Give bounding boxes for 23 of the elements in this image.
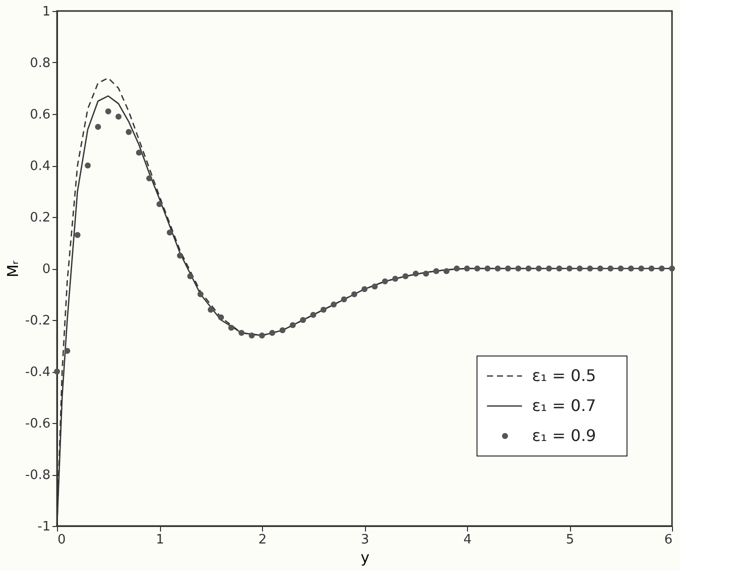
x-tick-label: 4 — [463, 532, 472, 548]
x-tick-label: 6 — [664, 532, 672, 548]
x-tick-label: 3 — [360, 532, 370, 548]
legend-label: ε₁ = 0.9 — [532, 426, 596, 445]
x-tick-label: 0 — [58, 532, 66, 548]
y-tick-label: 0.6 — [30, 108, 50, 122]
y-tick-label: 0.4 — [30, 159, 50, 174]
y-tick-label: 1 — [42, 4, 50, 20]
y-tick-label: -0.8 — [25, 468, 50, 483]
y-axis-title: Mᵣ — [4, 260, 22, 278]
y-tick-label: -1 — [38, 520, 50, 534]
y-tick-label: -0.2 — [25, 314, 50, 328]
legend-label: ε₁ = 0.5 — [532, 366, 596, 385]
legend-label: ε₁ = 0.7 — [532, 396, 596, 415]
y-tick-label: 0.8 — [30, 56, 50, 71]
y-tick-label: -0.6 — [25, 416, 50, 432]
x-tick-label: 2 — [258, 532, 267, 548]
y-tick-label: -0.4 — [25, 365, 50, 380]
x-tick-label: 1 — [156, 532, 164, 548]
x-axis-title: y — [360, 548, 370, 566]
x-tick-label: 5 — [566, 532, 574, 548]
y-tick-label: 0.2 — [30, 210, 50, 226]
y-tick-label: 0 — [42, 262, 50, 277]
